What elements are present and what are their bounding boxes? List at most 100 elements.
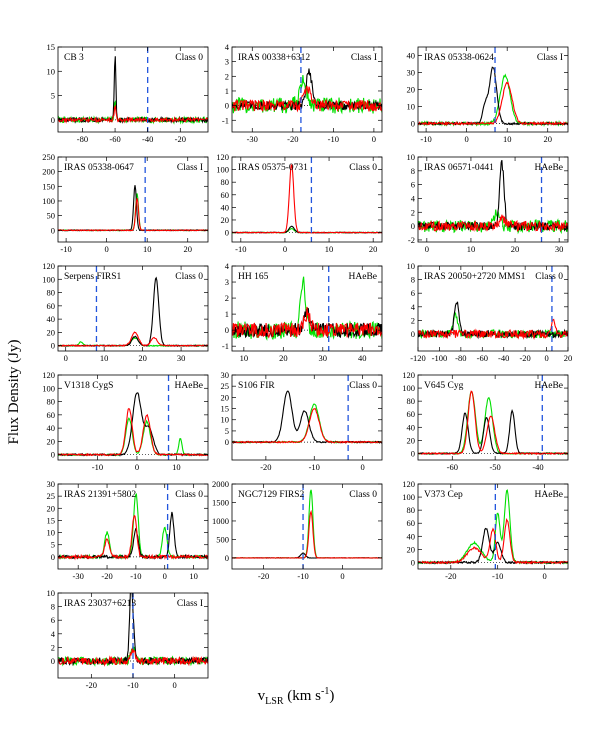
x-tick-label: 0 bbox=[361, 462, 365, 472]
panel-class-label: HAeBe bbox=[535, 163, 564, 173]
spectrum-line-green bbox=[418, 73, 568, 128]
y-tick-label: 4 bbox=[411, 193, 416, 203]
panel-plot-area bbox=[418, 47, 568, 132]
y-tick-label: 5 bbox=[51, 540, 55, 550]
spectrum-line-red bbox=[418, 390, 568, 456]
panel-source-name: IRAS 06571-0441 bbox=[424, 163, 494, 173]
y-tick-label: 80 bbox=[221, 177, 230, 187]
panel-class-label: Class I bbox=[537, 53, 563, 63]
panel-frame bbox=[231, 46, 383, 133]
spectrum-panel: -120 -100 -80 -60 -40 -20 0 20 0 2 4 6 8 10 IRAS 20050… bbox=[407, 261, 573, 363]
y-tick-label: 15 bbox=[47, 515, 56, 525]
panel-frame bbox=[417, 265, 569, 352]
x-tick-label: 0 bbox=[135, 462, 139, 472]
y-tick-label: 1 bbox=[225, 309, 229, 319]
y-tick-label: 0 bbox=[411, 329, 415, 339]
panel-plot-area bbox=[58, 375, 208, 460]
y-tick-label: 0 bbox=[51, 552, 55, 562]
x-tick-label: -10 bbox=[420, 134, 431, 144]
panel-frame bbox=[57, 374, 209, 461]
panel-class-label: Class I bbox=[177, 163, 203, 173]
y-tick-label: 120 bbox=[42, 370, 55, 380]
x-tick-label: -10 bbox=[328, 134, 339, 144]
panel-plot-area bbox=[58, 484, 208, 569]
panel-plot-area bbox=[232, 484, 382, 569]
x-axis-title-superscript: -1 bbox=[321, 686, 329, 697]
panel-frame bbox=[417, 156, 569, 243]
panel-class-label: Class I bbox=[351, 53, 377, 63]
y-tick-label: 15 bbox=[221, 404, 230, 414]
panel-frame bbox=[231, 483, 383, 570]
y-tick-label: 120 bbox=[402, 479, 415, 489]
y-tick-label: 0 bbox=[225, 228, 229, 238]
panel-plot-area bbox=[418, 157, 568, 242]
x-axis-title: vLSR (km s-1) bbox=[258, 686, 335, 707]
y-tick-label: 60 bbox=[47, 301, 56, 311]
x-tick-label: -30 bbox=[73, 571, 84, 581]
y-tick-label: 20 bbox=[221, 392, 230, 402]
x-tick-label: -10 bbox=[309, 462, 320, 472]
spectrum-line-black bbox=[418, 408, 568, 455]
y-tick-label: 0 bbox=[225, 437, 229, 447]
y-tick-label: 100 bbox=[402, 383, 415, 393]
y-tick-label: 60 bbox=[407, 409, 416, 419]
panel-source-name: IRAS 20050+2720 MMS1 bbox=[424, 272, 526, 282]
x-tick-label: -10 bbox=[60, 244, 71, 254]
x-tick-label: -50 bbox=[489, 462, 500, 472]
y-tick-label: 40 bbox=[407, 422, 416, 432]
spectrum-line-red bbox=[418, 214, 568, 233]
y-tick-label: 2000 bbox=[212, 479, 229, 489]
panel-frame bbox=[231, 374, 383, 461]
y-tick-label: 10 bbox=[407, 261, 416, 271]
panel-class-label: Class 0 bbox=[175, 490, 203, 500]
y-tick-label: 120 bbox=[402, 370, 415, 380]
y-tick-label: 20 bbox=[221, 215, 230, 225]
y-tick-label: 40 bbox=[47, 314, 56, 324]
panel-source-name: IRAS 23037+6213 bbox=[64, 599, 136, 609]
x-axis-title-subscript: LSR bbox=[265, 696, 284, 707]
y-tick-label: 150 bbox=[42, 181, 55, 191]
panel-source-name: IRAS 05338-0647 bbox=[64, 163, 134, 173]
x-tick-label: -20 bbox=[260, 462, 271, 472]
y-tick-label: 0 bbox=[51, 115, 55, 125]
y-tick-label: 0 bbox=[51, 656, 55, 666]
spectrum-panel: 10 20 30 40 -1 0 1 2 3 4 HH 165 HAeBe bbox=[222, 261, 383, 363]
y-tick-label: 2 bbox=[225, 293, 229, 303]
panel-frame bbox=[231, 265, 383, 352]
spectrum-panel: -20 -10 0 0 2 4 6 8 10 IRAS 23037+6213 Class I bbox=[47, 588, 209, 690]
y-tick-label: -2 bbox=[408, 235, 415, 245]
x-tick-label: -40 bbox=[142, 134, 153, 144]
spectrum-line-black bbox=[58, 185, 208, 232]
y-tick-label: 15 bbox=[47, 42, 56, 52]
y-tick-label: 1000 bbox=[212, 516, 229, 526]
x-tick-label: 0 bbox=[105, 244, 109, 254]
spectrum-line-red bbox=[58, 407, 208, 457]
y-tick-label: 100 bbox=[42, 383, 55, 393]
y-tick-label: 0 bbox=[225, 101, 229, 111]
panel-plot-area bbox=[58, 157, 208, 242]
x-tick-label: 0 bbox=[465, 134, 469, 144]
spectrum-line-black bbox=[418, 66, 568, 126]
panel-plot-area bbox=[418, 266, 568, 351]
spectrum-line-black bbox=[232, 390, 382, 444]
panel-source-name: V1318 CygS bbox=[64, 381, 113, 391]
y-tick-label: 40 bbox=[407, 51, 416, 61]
y-tick-label: 20 bbox=[47, 436, 56, 446]
x-tick-label: 20 bbox=[564, 353, 573, 363]
y-tick-label: 3 bbox=[225, 57, 229, 67]
panel-class-label: Class 0 bbox=[349, 381, 377, 391]
x-tick-label: 20 bbox=[369, 244, 378, 254]
y-tick-label: 2 bbox=[51, 642, 55, 652]
y-tick-label: 250 bbox=[42, 152, 55, 162]
spectrum-line-red bbox=[58, 104, 208, 124]
x-tick-label: 20 bbox=[279, 353, 288, 363]
spectrum-line-red bbox=[232, 163, 382, 234]
y-tick-label: 8 bbox=[411, 166, 415, 176]
x-tick-label: 0 bbox=[542, 571, 546, 581]
x-tick-label: -10 bbox=[92, 462, 103, 472]
y-tick-label: 10 bbox=[47, 588, 56, 598]
spectrum-panel: -10 0 10 20 0 10 20 30 40 IRAS 05338-0624 Class I bbox=[407, 46, 569, 144]
